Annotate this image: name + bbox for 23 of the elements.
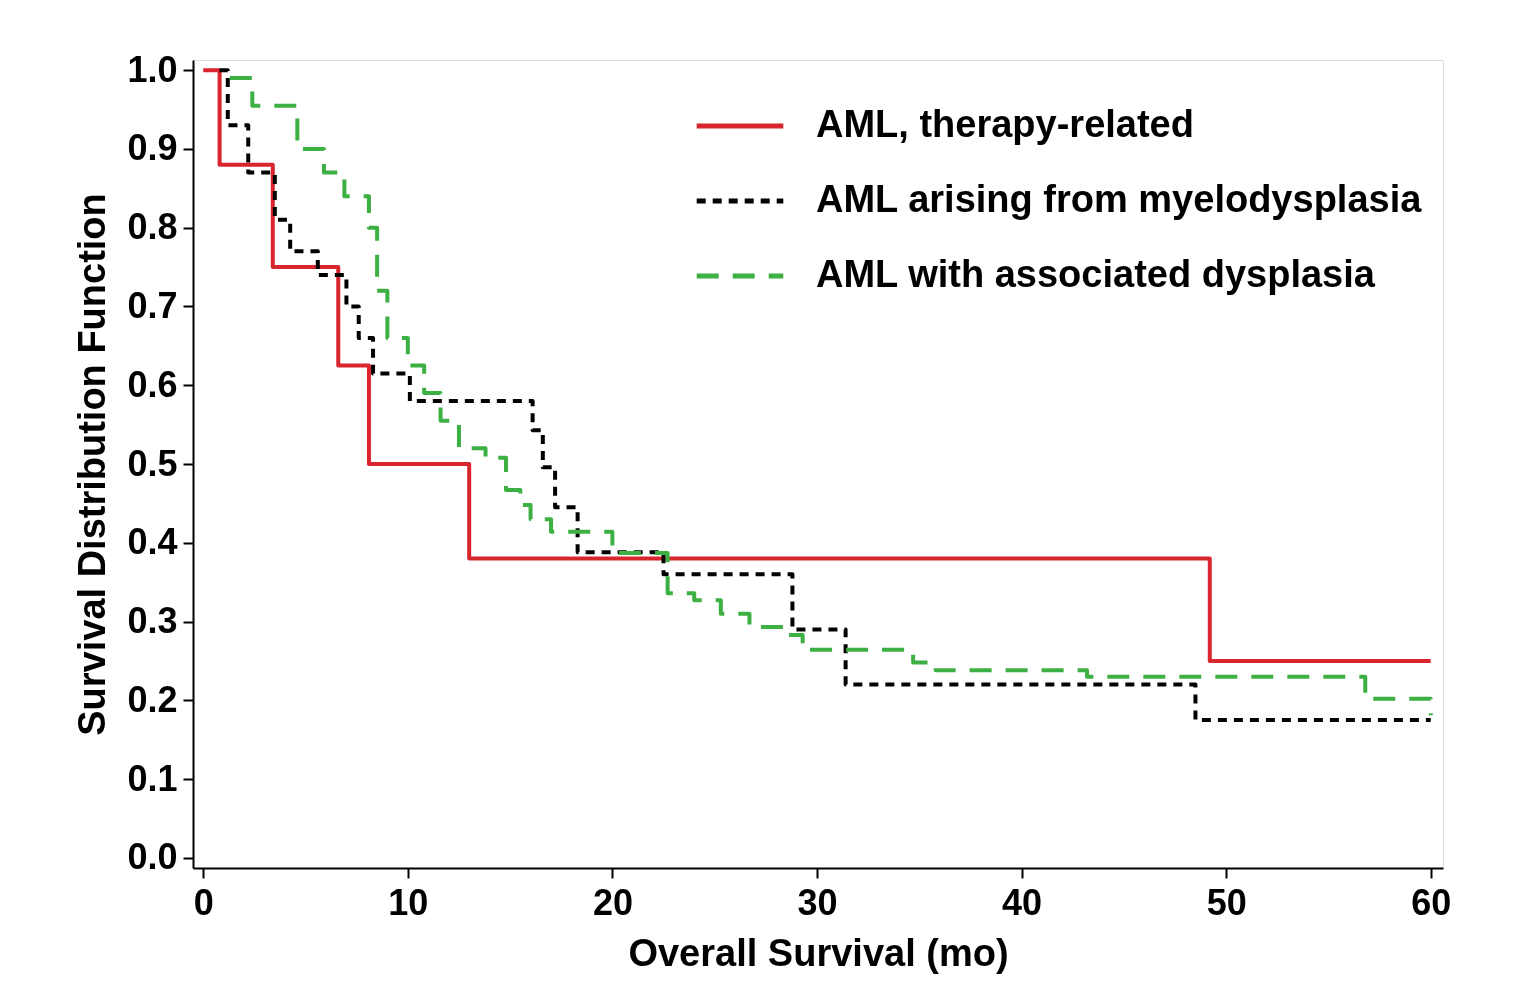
x-axis-title: Overall Survival (mo) (628, 931, 1009, 974)
legend-label: AML arising from myelodysplasia (816, 178, 1423, 220)
x-tick-label: 20 (592, 881, 633, 923)
y-tick-label: 0.2 (127, 678, 178, 720)
x-tick-label: 10 (388, 881, 429, 923)
x-tick-label: 60 (1411, 881, 1452, 923)
x-tick-label: 50 (1206, 881, 1247, 923)
y-tick-label: 0.6 (127, 363, 178, 405)
legend-label: AML with associated dysplasia (816, 253, 1376, 295)
legend-label: AML, therapy-related (816, 103, 1194, 145)
y-tick-label: 0.8 (127, 206, 178, 248)
y-tick-label: 0.4 (127, 521, 178, 563)
y-tick-label: 0.9 (127, 127, 178, 169)
y-tick-label: 0.7 (127, 285, 178, 326)
x-tick-label: 40 (1002, 881, 1043, 923)
x-tick-label: 0 (193, 881, 214, 923)
y-tick-label: 0.1 (127, 757, 178, 799)
y-tick-label: 0.3 (127, 600, 178, 641)
y-axis-title: Survival Distribution Function (71, 193, 114, 736)
x-tick-label: 30 (797, 881, 838, 923)
y-tick-label: 0.5 (127, 442, 178, 484)
y-tick-label: 0.0 (127, 836, 178, 878)
y-tick-label: 1.0 (127, 48, 178, 90)
